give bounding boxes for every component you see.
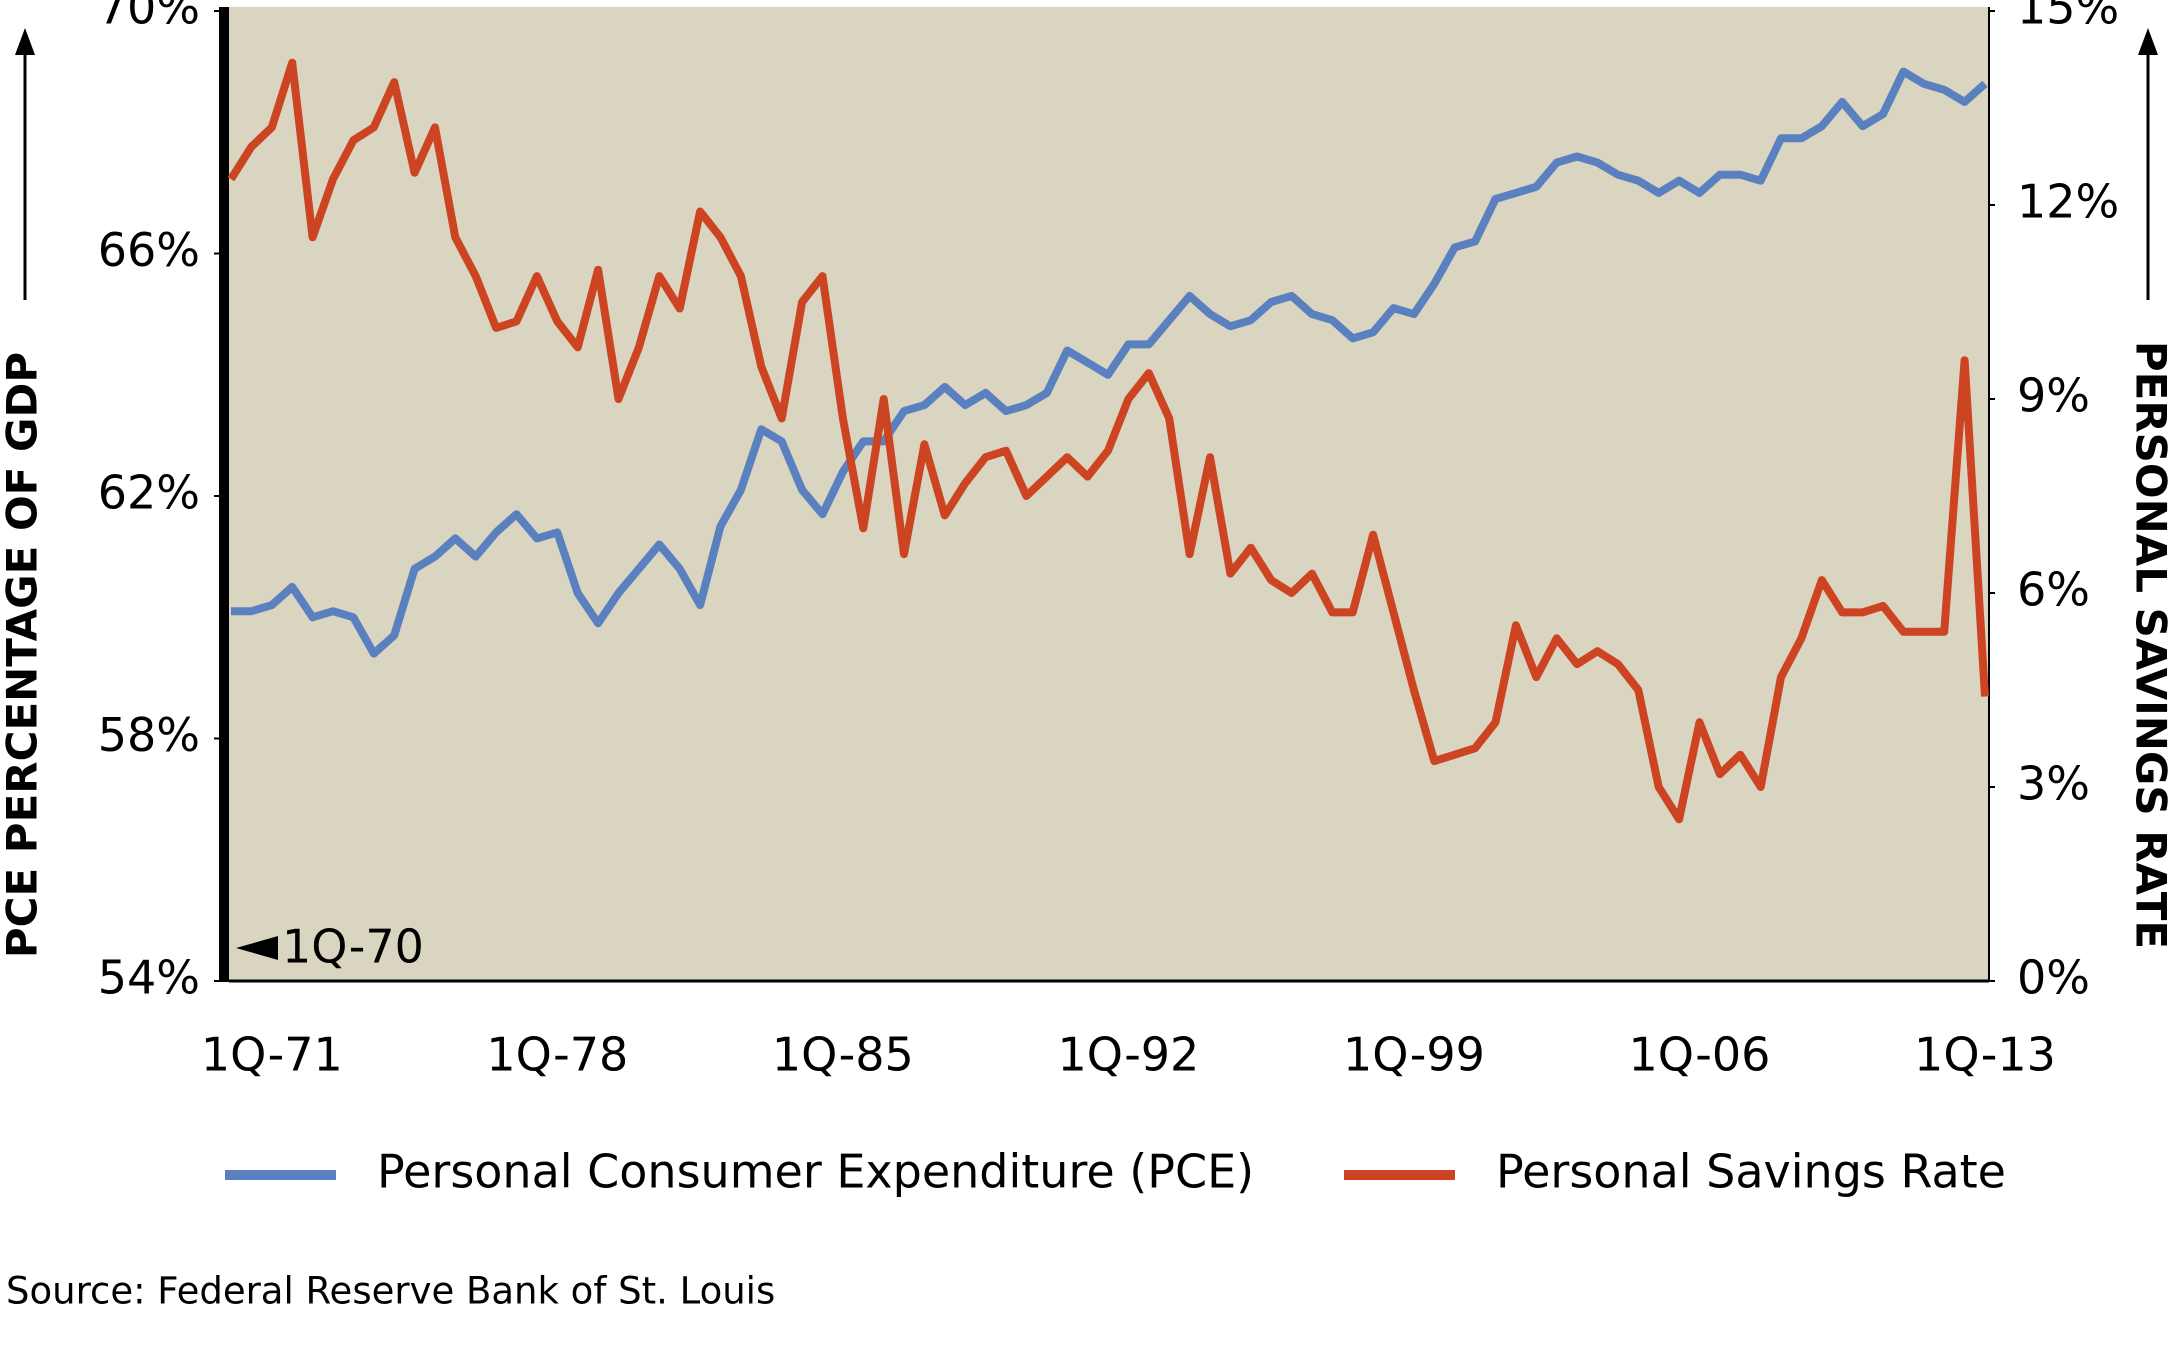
plot-background [229,7,1989,981]
y2-tick-label: 15% [2017,0,2119,35]
x-tick-label: 1Q-13 [1914,1028,2056,1082]
y-axis-title: PCE PERCENTAGE OF GDP [0,352,47,958]
y2-tick-label: 0% [2017,951,2090,1005]
x-tick-label: 1Q-78 [486,1028,628,1082]
y2-tick-label: 3% [2017,757,2090,811]
y2-tick-label: 9% [2017,369,2090,423]
legend-label: Personal Savings Rate [1496,1145,2006,1199]
y2-tick-label: 6% [2017,563,2090,617]
annotation: 1Q-70 [282,920,424,974]
annotation-arrow [236,936,278,960]
series-line [231,67,1988,658]
y-tick-label: 58% [98,708,200,762]
x-tick-label: 1Q-85 [772,1028,914,1082]
legend-label: Personal Consumer Expenditure (PCE) [377,1145,1254,1199]
source: Source: Federal Reserve Bank of St. Loui… [6,1270,775,1313]
y-tick-label: 66% [98,223,200,277]
y-tick-label: 70% [98,0,200,35]
series-line [227,58,1989,824]
y-tick-label: 54% [98,951,200,1005]
x-tick-label: 1Q-92 [1057,1028,1199,1082]
x-tick-label: 1Q-71 [201,1028,343,1082]
y-tick-label: 62% [98,466,200,520]
y2-tick-label: 12% [2017,175,2119,229]
left-axis-bar [219,7,229,982]
x-tick-label: 1Q-06 [1629,1028,1771,1082]
axis-arrowhead [15,28,35,55]
y2-axis-title: PERSONAL SAVINGS RATE [2127,341,2173,949]
x-tick-label: 1Q-99 [1343,1028,1485,1082]
axis-arrowhead [2138,28,2158,55]
